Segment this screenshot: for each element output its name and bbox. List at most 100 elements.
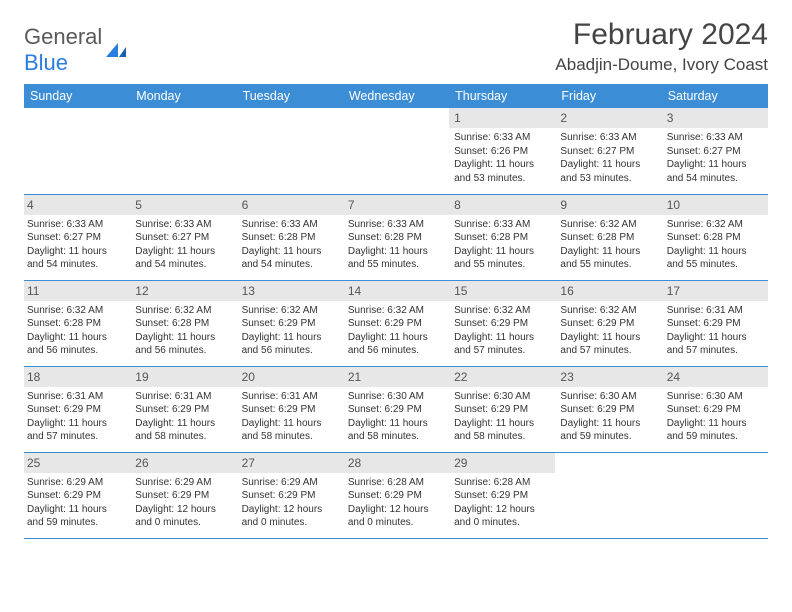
day-number: 26 bbox=[130, 453, 236, 473]
sunrise-text: Sunrise: 6:28 AM bbox=[348, 476, 444, 490]
daylight-text: Daylight: 12 hours and 0 minutes. bbox=[348, 503, 444, 530]
day-number: 13 bbox=[237, 281, 343, 301]
sunrise-text: Sunrise: 6:30 AM bbox=[560, 390, 656, 404]
calendar-day-cell: 11Sunrise: 6:32 AMSunset: 6:28 PMDayligh… bbox=[24, 280, 130, 366]
calendar-day-cell: 18Sunrise: 6:31 AMSunset: 6:29 PMDayligh… bbox=[24, 366, 130, 452]
day-number: 18 bbox=[24, 367, 130, 387]
sunset-text: Sunset: 6:27 PM bbox=[27, 231, 125, 245]
day-details: Sunrise: 6:31 AMSunset: 6:29 PMDaylight:… bbox=[24, 387, 130, 449]
calendar-day-cell: 15Sunrise: 6:32 AMSunset: 6:29 PMDayligh… bbox=[449, 280, 555, 366]
weekday-header: Wednesday bbox=[343, 84, 449, 108]
day-number: 3 bbox=[662, 108, 768, 128]
day-details: Sunrise: 6:29 AMSunset: 6:29 PMDaylight:… bbox=[130, 473, 236, 535]
calendar-day-cell: 19Sunrise: 6:31 AMSunset: 6:29 PMDayligh… bbox=[130, 366, 236, 452]
day-details: Sunrise: 6:30 AMSunset: 6:29 PMDaylight:… bbox=[449, 387, 555, 449]
daylight-text: Daylight: 11 hours and 59 minutes. bbox=[667, 417, 763, 444]
day-number: 24 bbox=[662, 367, 768, 387]
sunset-text: Sunset: 6:29 PM bbox=[27, 489, 125, 503]
calendar-day-cell bbox=[237, 108, 343, 194]
daylight-text: Daylight: 11 hours and 58 minutes. bbox=[454, 417, 550, 444]
day-details: Sunrise: 6:30 AMSunset: 6:29 PMDaylight:… bbox=[343, 387, 449, 449]
daylight-text: Daylight: 12 hours and 0 minutes. bbox=[242, 503, 338, 530]
calendar-day-cell bbox=[343, 108, 449, 194]
logo-text-general: General bbox=[24, 24, 102, 49]
sunrise-text: Sunrise: 6:32 AM bbox=[560, 304, 656, 318]
daylight-text: Daylight: 11 hours and 56 minutes. bbox=[27, 331, 125, 358]
daylight-text: Daylight: 11 hours and 57 minutes. bbox=[667, 331, 763, 358]
day-number: 14 bbox=[343, 281, 449, 301]
sunrise-text: Sunrise: 6:32 AM bbox=[135, 304, 231, 318]
sunset-text: Sunset: 6:29 PM bbox=[27, 403, 125, 417]
sunset-text: Sunset: 6:29 PM bbox=[560, 317, 656, 331]
sunset-text: Sunset: 6:26 PM bbox=[454, 145, 550, 159]
calendar-day-cell: 28Sunrise: 6:28 AMSunset: 6:29 PMDayligh… bbox=[343, 452, 449, 538]
sunrise-text: Sunrise: 6:30 AM bbox=[348, 390, 444, 404]
day-number: 21 bbox=[343, 367, 449, 387]
day-number: 10 bbox=[662, 195, 768, 215]
calendar-day-cell: 7Sunrise: 6:33 AMSunset: 6:28 PMDaylight… bbox=[343, 194, 449, 280]
day-number: 16 bbox=[555, 281, 661, 301]
sunset-text: Sunset: 6:28 PM bbox=[27, 317, 125, 331]
weekday-header: Thursday bbox=[449, 84, 555, 108]
day-details: Sunrise: 6:33 AMSunset: 6:28 PMDaylight:… bbox=[449, 215, 555, 277]
day-details: Sunrise: 6:33 AMSunset: 6:26 PMDaylight:… bbox=[449, 128, 555, 190]
sunrise-text: Sunrise: 6:29 AM bbox=[27, 476, 125, 490]
month-title: February 2024 bbox=[555, 18, 768, 51]
day-number: 17 bbox=[662, 281, 768, 301]
daylight-text: Daylight: 11 hours and 54 minutes. bbox=[135, 245, 231, 272]
sunrise-text: Sunrise: 6:30 AM bbox=[454, 390, 550, 404]
sunset-text: Sunset: 6:29 PM bbox=[348, 403, 444, 417]
calendar-day-cell: 22Sunrise: 6:30 AMSunset: 6:29 PMDayligh… bbox=[449, 366, 555, 452]
daylight-text: Daylight: 11 hours and 57 minutes. bbox=[454, 331, 550, 358]
calendar-week-row: 4Sunrise: 6:33 AMSunset: 6:27 PMDaylight… bbox=[24, 194, 768, 280]
daylight-text: Daylight: 11 hours and 58 minutes. bbox=[135, 417, 231, 444]
sunset-text: Sunset: 6:29 PM bbox=[560, 403, 656, 417]
day-number: 27 bbox=[237, 453, 343, 473]
day-number: 29 bbox=[449, 453, 555, 473]
daylight-text: Daylight: 11 hours and 55 minutes. bbox=[560, 245, 656, 272]
sunrise-text: Sunrise: 6:28 AM bbox=[454, 476, 550, 490]
sunrise-text: Sunrise: 6:33 AM bbox=[348, 218, 444, 232]
daylight-text: Daylight: 11 hours and 54 minutes. bbox=[27, 245, 125, 272]
day-details: Sunrise: 6:31 AMSunset: 6:29 PMDaylight:… bbox=[237, 387, 343, 449]
day-details: Sunrise: 6:29 AMSunset: 6:29 PMDaylight:… bbox=[24, 473, 130, 535]
day-details: Sunrise: 6:32 AMSunset: 6:29 PMDaylight:… bbox=[237, 301, 343, 363]
calendar-week-row: 25Sunrise: 6:29 AMSunset: 6:29 PMDayligh… bbox=[24, 452, 768, 538]
calendar-week-row: 11Sunrise: 6:32 AMSunset: 6:28 PMDayligh… bbox=[24, 280, 768, 366]
logo-text-blue: Blue bbox=[24, 50, 68, 75]
sunset-text: Sunset: 6:28 PM bbox=[454, 231, 550, 245]
sunset-text: Sunset: 6:29 PM bbox=[348, 489, 444, 503]
daylight-text: Daylight: 11 hours and 57 minutes. bbox=[560, 331, 656, 358]
logo-sail-icon bbox=[104, 41, 130, 59]
sunrise-text: Sunrise: 6:31 AM bbox=[242, 390, 338, 404]
day-details: Sunrise: 6:30 AMSunset: 6:29 PMDaylight:… bbox=[555, 387, 661, 449]
day-details: Sunrise: 6:32 AMSunset: 6:28 PMDaylight:… bbox=[130, 301, 236, 363]
calendar-day-cell: 2Sunrise: 6:33 AMSunset: 6:27 PMDaylight… bbox=[555, 108, 661, 194]
daylight-text: Daylight: 11 hours and 57 minutes. bbox=[27, 417, 125, 444]
sunset-text: Sunset: 6:29 PM bbox=[135, 403, 231, 417]
day-number: 23 bbox=[555, 367, 661, 387]
day-number: 15 bbox=[449, 281, 555, 301]
weekday-header: Friday bbox=[555, 84, 661, 108]
day-number: 22 bbox=[449, 367, 555, 387]
day-details: Sunrise: 6:32 AMSunset: 6:29 PMDaylight:… bbox=[343, 301, 449, 363]
day-details: Sunrise: 6:33 AMSunset: 6:27 PMDaylight:… bbox=[555, 128, 661, 190]
day-details: Sunrise: 6:33 AMSunset: 6:28 PMDaylight:… bbox=[237, 215, 343, 277]
day-number: 4 bbox=[24, 195, 130, 215]
logo-text: General Blue bbox=[24, 24, 102, 76]
calendar-day-cell: 9Sunrise: 6:32 AMSunset: 6:28 PMDaylight… bbox=[555, 194, 661, 280]
calendar-week-row: 18Sunrise: 6:31 AMSunset: 6:29 PMDayligh… bbox=[24, 366, 768, 452]
sunset-text: Sunset: 6:29 PM bbox=[242, 403, 338, 417]
daylight-text: Daylight: 12 hours and 0 minutes. bbox=[135, 503, 231, 530]
day-details: Sunrise: 6:29 AMSunset: 6:29 PMDaylight:… bbox=[237, 473, 343, 535]
calendar-day-cell: 8Sunrise: 6:33 AMSunset: 6:28 PMDaylight… bbox=[449, 194, 555, 280]
sunrise-text: Sunrise: 6:33 AM bbox=[27, 218, 125, 232]
day-details: Sunrise: 6:32 AMSunset: 6:29 PMDaylight:… bbox=[449, 301, 555, 363]
calendar-day-cell: 12Sunrise: 6:32 AMSunset: 6:28 PMDayligh… bbox=[130, 280, 236, 366]
daylight-text: Daylight: 11 hours and 55 minutes. bbox=[348, 245, 444, 272]
sunset-text: Sunset: 6:29 PM bbox=[348, 317, 444, 331]
calendar-day-cell bbox=[24, 108, 130, 194]
calendar-day-cell bbox=[130, 108, 236, 194]
calendar-day-cell: 14Sunrise: 6:32 AMSunset: 6:29 PMDayligh… bbox=[343, 280, 449, 366]
sunrise-text: Sunrise: 6:29 AM bbox=[135, 476, 231, 490]
